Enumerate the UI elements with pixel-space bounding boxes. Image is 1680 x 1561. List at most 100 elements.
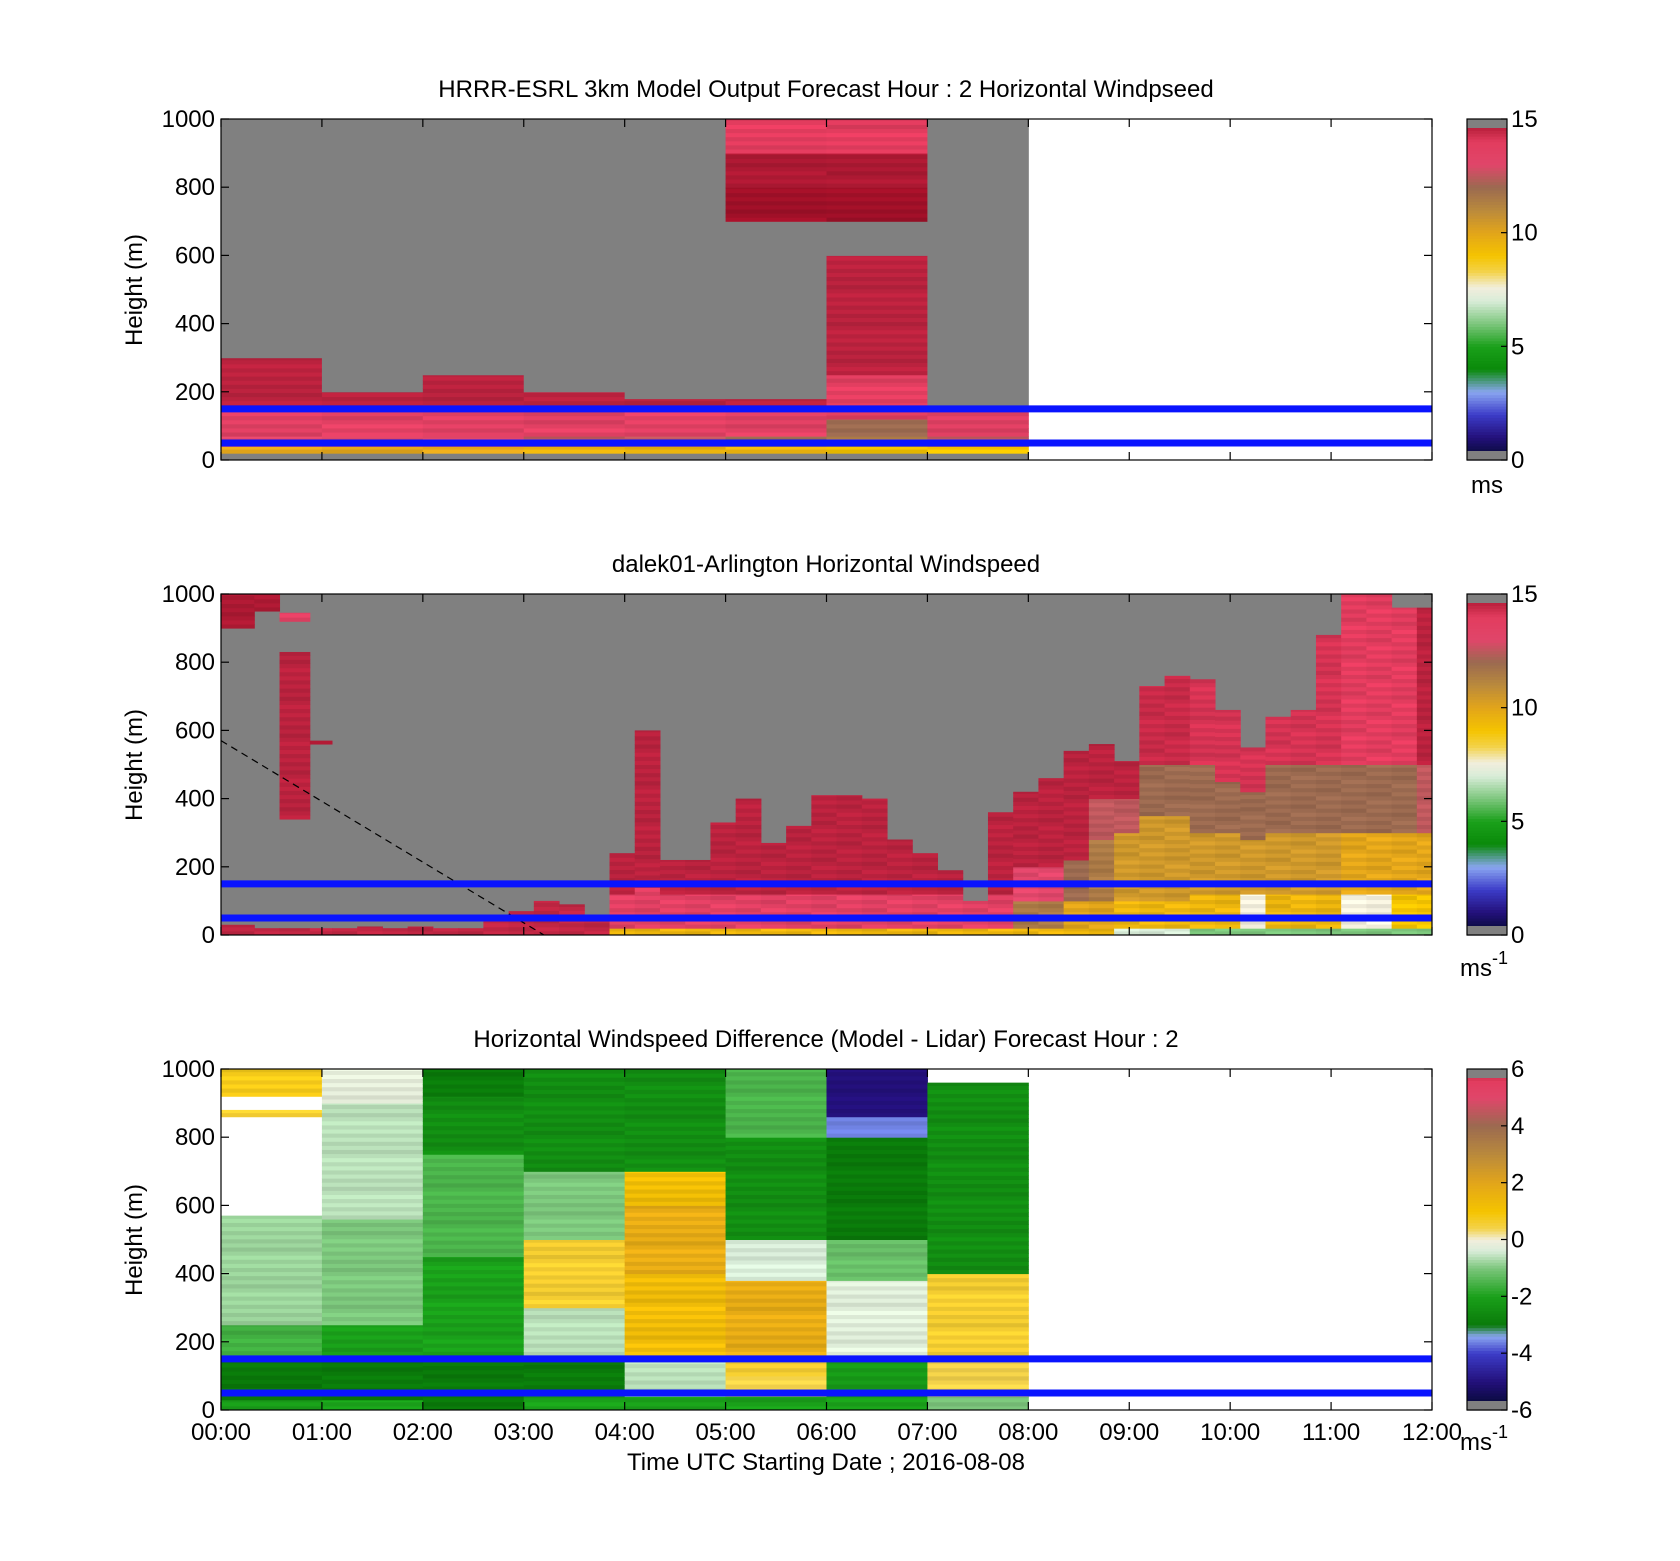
heat-cell [624, 1363, 727, 1369]
heat-cell [1315, 645, 1342, 651]
heat-cell [826, 260, 928, 265]
heat-cell [1391, 682, 1418, 688]
heat-cell [624, 1089, 727, 1095]
heat-cell [634, 899, 661, 905]
heat-cell [760, 853, 787, 858]
colorbar-cell [1467, 155, 1507, 160]
heat-cell [1063, 859, 1090, 865]
colorbar-cell [1467, 650, 1507, 655]
heat-cell [422, 1088, 525, 1093]
colorbar-cell [1467, 761, 1507, 766]
heat-cell [826, 1306, 928, 1311]
heat-cell [624, 1249, 727, 1254]
heat-cell [927, 1375, 1029, 1381]
heat-column [624, 1069, 727, 1410]
heat-cell [279, 761, 311, 767]
heat-cell [221, 1283, 323, 1289]
heat-cell [221, 363, 323, 369]
colorbar-cell [1467, 1077, 1507, 1081]
heat-cell [836, 861, 863, 866]
heat-cell [357, 926, 383, 928]
heat-cell [725, 1079, 827, 1085]
colorbar-cell [1467, 130, 1507, 134]
heat-cell [321, 1399, 424, 1403]
y-tick-label: 800 [175, 174, 215, 201]
heat-cell [912, 873, 939, 879]
heat-cell [826, 179, 928, 184]
heat-cell [1366, 808, 1393, 813]
heat-cell [735, 877, 762, 883]
heat-cell [1240, 919, 1266, 925]
heat-cell [321, 1351, 424, 1356]
heat-cell [624, 1294, 727, 1299]
heat-cell [609, 865, 636, 871]
heat-cell [1215, 861, 1241, 866]
heat-cell [634, 748, 661, 753]
heat-cell [725, 217, 827, 222]
heat-cell [725, 1149, 827, 1155]
heat-column [1114, 761, 1140, 935]
heat-cell [927, 415, 1029, 421]
heat-cell [826, 124, 928, 130]
heat-cell [1240, 885, 1266, 891]
colorbar-cell [1467, 866, 1507, 871]
heat-cell [422, 1298, 525, 1303]
colorbar-cell [1467, 1120, 1507, 1124]
heat-cell [221, 1379, 323, 1384]
heat-cell [760, 873, 787, 879]
heat-cell [221, 595, 255, 600]
heat-cell [422, 1269, 525, 1275]
heat-cell [321, 1320, 424, 1326]
heat-cell [1416, 607, 1432, 610]
heat-cell [221, 1079, 323, 1085]
colorbar-cell [1467, 292, 1507, 296]
heat-column [1366, 594, 1393, 935]
heat-cell [760, 885, 787, 891]
heat-cell [1366, 832, 1393, 838]
heat-cell [887, 889, 913, 895]
heat-cell [624, 1228, 727, 1234]
heat-cell [1215, 752, 1241, 758]
heat-cell [523, 1376, 626, 1382]
heat-cell [1315, 771, 1342, 776]
colorbar-cell [1467, 719, 1507, 723]
heat-cell [523, 1182, 626, 1187]
heat-cell [1164, 827, 1191, 832]
heat-cell [1114, 782, 1140, 787]
heat-cell [523, 1360, 626, 1365]
heat-cell [826, 350, 928, 355]
heat-cell [321, 1304, 424, 1309]
colorbar-cell [1467, 1341, 1507, 1346]
heat-cell [221, 1088, 323, 1093]
heat-cell [725, 136, 827, 142]
heat-cell [1088, 745, 1115, 750]
heat-cell [1290, 744, 1317, 749]
heat-cell [634, 850, 661, 856]
heat-cell [725, 1104, 827, 1110]
heat-cell [584, 930, 611, 935]
colorbar-cell [1467, 1392, 1507, 1397]
heat-cell [1013, 850, 1039, 856]
heat-cell [1315, 752, 1342, 757]
heat-cell [1265, 744, 1292, 749]
colorbar-cell [1467, 639, 1507, 643]
heat-cell [1391, 828, 1418, 834]
heat-cell [624, 1244, 727, 1250]
heat-cell [1164, 711, 1191, 716]
heat-cell [1290, 771, 1317, 776]
heat-cell [1215, 781, 1241, 785]
heat-cell [1088, 782, 1115, 787]
heat-cell [811, 894, 838, 896]
heat-cell [279, 765, 311, 771]
heat-cell [422, 1310, 525, 1316]
colorbar-cell [1467, 207, 1507, 211]
heat-column [1088, 744, 1115, 935]
heat-cell [685, 899, 711, 905]
heat-cell [861, 877, 888, 883]
heat-cell [987, 877, 1014, 883]
panel-lidar-ylabel: Height (m) [121, 709, 148, 821]
colorbar-cell [1467, 1179, 1507, 1184]
heat-cell [634, 784, 661, 790]
heat-cell [685, 903, 711, 909]
